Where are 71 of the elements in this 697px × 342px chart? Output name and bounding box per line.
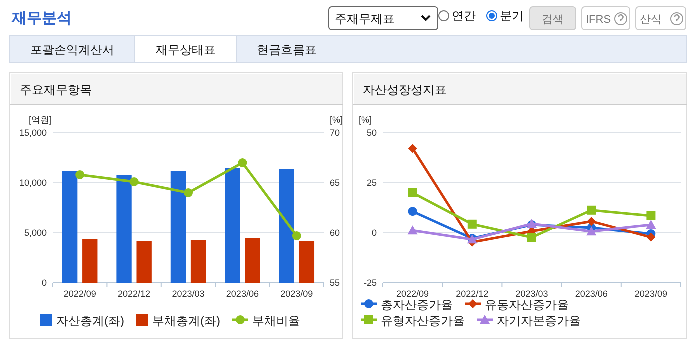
chart-title: 자산성장성지표 bbox=[363, 83, 447, 97]
y-axis-title: [%] bbox=[359, 115, 372, 125]
y-tick-label: -25 bbox=[364, 278, 377, 288]
bar bbox=[62, 171, 78, 283]
point bbox=[586, 226, 597, 236]
legend-label: 자기자본증가율 bbox=[497, 314, 581, 328]
point bbox=[76, 170, 85, 180]
bar bbox=[279, 169, 294, 283]
point bbox=[468, 220, 477, 229]
bar bbox=[225, 168, 240, 283]
point bbox=[646, 232, 656, 242]
text: 재무상태표 bbox=[156, 43, 216, 57]
x-tick-label: 2023/09 bbox=[634, 289, 668, 299]
x-tick-label: 2022/09 bbox=[396, 289, 430, 299]
text: 연간 bbox=[452, 9, 476, 23]
y2-tick-label: 60 bbox=[330, 228, 340, 238]
point bbox=[408, 226, 418, 235]
y-tick-label: 10,000 bbox=[19, 178, 47, 188]
y2-tick-label: 70 bbox=[330, 128, 340, 138]
y-axis-title: [억원] bbox=[29, 115, 52, 125]
legend-label: 총자산증가율 bbox=[381, 298, 453, 312]
text: 주재무제표 bbox=[335, 12, 395, 26]
bar bbox=[82, 239, 98, 283]
x-tick-label: 2022/12 bbox=[118, 289, 151, 299]
y-tick-label: 0 bbox=[42, 278, 47, 288]
point bbox=[292, 232, 302, 240]
chart-title: 주요재무항목 bbox=[20, 83, 92, 97]
text: 산식 bbox=[640, 14, 662, 26]
y-tick-label: 15,000 bbox=[19, 128, 47, 138]
bar bbox=[245, 238, 260, 283]
legend-label: 유동자산증가율 bbox=[485, 298, 569, 312]
legend-label: 자산총계(좌) bbox=[56, 314, 124, 328]
y-tick-label: 50 bbox=[366, 128, 377, 138]
point bbox=[587, 206, 596, 215]
x-tick-label: 2023/03 bbox=[172, 289, 205, 299]
legend-label: 부채총계(좌) bbox=[152, 314, 220, 328]
point bbox=[184, 188, 193, 198]
x-tick-label: 2022/12 bbox=[456, 289, 489, 299]
x-tick-label: 2023/09 bbox=[280, 289, 314, 299]
point bbox=[238, 158, 248, 168]
text: 분기 bbox=[500, 9, 524, 23]
point bbox=[646, 212, 656, 220]
x-tick-label: 2023/06 bbox=[226, 289, 259, 299]
y2-axis-title: [%] bbox=[330, 115, 344, 125]
text: IFRS bbox=[586, 14, 612, 26]
text: 포괄손익계산서 bbox=[30, 43, 114, 57]
bar bbox=[116, 175, 132, 283]
bar bbox=[299, 241, 315, 283]
y-tick-label: 25 bbox=[366, 178, 377, 188]
text: 검색 bbox=[542, 14, 564, 26]
y-tick-label: 5,000 bbox=[24, 228, 47, 238]
point bbox=[130, 178, 139, 186]
bar bbox=[170, 171, 186, 283]
bar bbox=[136, 241, 152, 283]
point bbox=[408, 188, 418, 198]
x-tick-label: 2022/09 bbox=[64, 289, 96, 299]
y2-tick-label: 65 bbox=[330, 178, 340, 188]
point bbox=[408, 144, 418, 154]
bar bbox=[190, 240, 206, 283]
text: 현금흐름표 bbox=[257, 43, 317, 57]
point bbox=[646, 220, 656, 229]
x-tick-label: 2023/06 bbox=[575, 289, 608, 299]
point bbox=[587, 217, 596, 226]
point bbox=[408, 207, 418, 216]
y-tick-label: 0 bbox=[372, 228, 377, 238]
legend-label: 부채비율 bbox=[252, 314, 300, 328]
y2-tick-label: 55 bbox=[330, 278, 340, 288]
text: 재무분석 bbox=[11, 10, 72, 27]
legend-label: 유형자산증가율 bbox=[381, 314, 465, 328]
x-tick-label: 2023/03 bbox=[516, 289, 548, 299]
point bbox=[528, 233, 536, 242]
